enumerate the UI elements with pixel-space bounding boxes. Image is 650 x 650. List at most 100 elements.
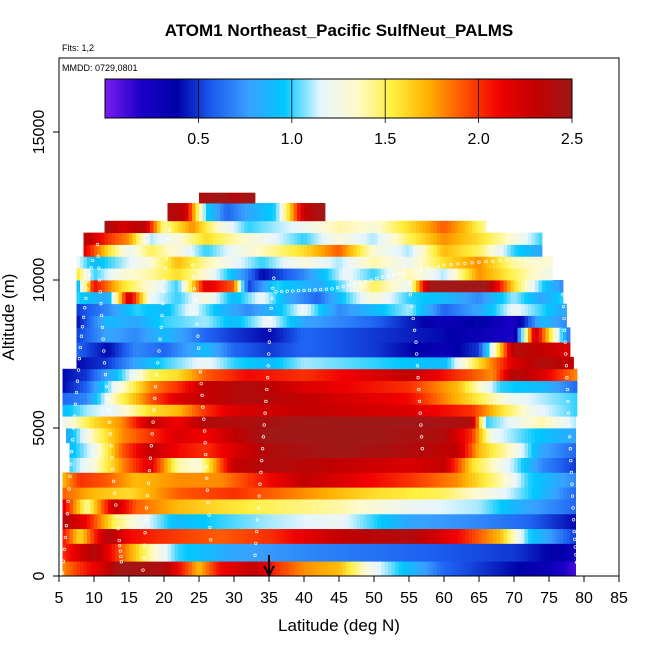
heatmap-cell <box>255 368 259 382</box>
heatmap-cell <box>213 368 217 382</box>
heatmap-cell <box>521 256 525 269</box>
heatmap-cell <box>416 428 420 444</box>
heatmap-cell <box>76 487 81 500</box>
heatmap-cell <box>559 404 564 417</box>
heatmap-cell <box>202 342 207 358</box>
heatmap-cell <box>458 404 462 417</box>
heatmap-cell <box>363 487 368 500</box>
heatmap-cell <box>80 428 84 444</box>
heatmap-cell <box>356 268 361 281</box>
heatmap-cell <box>325 268 329 281</box>
heatmap-cell <box>300 472 305 488</box>
heatmap-cell <box>244 291 249 305</box>
heatmap-cell <box>237 428 242 444</box>
heatmap-cell <box>573 392 578 405</box>
heatmap-cell <box>542 315 546 328</box>
heatmap-cell <box>272 203 277 222</box>
heatmap-cell <box>251 327 256 343</box>
heatmap-cell <box>353 442 357 458</box>
x-tick-label: 60 <box>435 590 453 607</box>
heatmap-cell <box>549 368 553 382</box>
track-point <box>255 518 260 522</box>
heatmap-cell <box>353 543 357 562</box>
heatmap-cell <box>304 220 308 234</box>
heatmap-cell <box>290 528 294 544</box>
track-point <box>97 266 101 270</box>
heatmap-cell <box>489 291 494 305</box>
heatmap-cell <box>367 457 371 473</box>
heatmap-cell <box>496 256 501 269</box>
heatmap-cell <box>251 315 256 328</box>
heatmap-cell <box>486 513 490 530</box>
heatmap-cell <box>444 232 448 245</box>
heatmap-cell <box>66 472 70 488</box>
heatmap-cell <box>153 268 158 281</box>
heatmap-cell <box>129 442 133 458</box>
heatmap-cell <box>468 499 473 515</box>
track-point <box>60 571 65 575</box>
heatmap-cell <box>388 457 392 473</box>
heatmap-cell <box>325 256 329 269</box>
heatmap-cell <box>258 472 263 488</box>
heatmap-cell <box>559 327 564 343</box>
heatmap-cell <box>346 528 350 544</box>
heatmap-cell <box>125 380 130 393</box>
heatmap-cell <box>202 457 207 473</box>
heatmap-cell <box>349 442 354 458</box>
heatmap-cell <box>307 303 312 316</box>
heatmap-cell <box>528 457 532 473</box>
heatmap-cell <box>528 232 532 245</box>
heatmap-cell <box>241 487 245 500</box>
heatmap-cell <box>286 303 291 316</box>
heatmap-cell <box>356 457 361 473</box>
heatmap-cell <box>87 457 91 473</box>
heatmap-cell <box>430 220 434 234</box>
heatmap-cell <box>185 342 189 358</box>
heatmap-cell <box>514 303 518 316</box>
heatmap-cell <box>398 528 403 544</box>
heatmap-cell <box>87 280 91 293</box>
heatmap-cell <box>482 428 487 444</box>
heatmap-cell <box>125 220 130 234</box>
heatmap-cell <box>118 342 123 358</box>
track-point <box>156 361 160 365</box>
track-point <box>165 247 170 251</box>
heatmap-cell <box>398 416 403 429</box>
track-point <box>159 325 163 330</box>
heatmap-cell <box>465 291 469 305</box>
heatmap-cell <box>314 244 319 257</box>
heatmap-cell <box>405 303 410 316</box>
heatmap-cell <box>349 528 354 544</box>
heatmap-cell <box>244 513 249 530</box>
heatmap-cell <box>507 392 511 405</box>
heatmap-cell <box>104 499 109 515</box>
heatmap-cell <box>206 416 210 429</box>
heatmap-cell <box>213 392 217 405</box>
heatmap-cell <box>545 404 550 417</box>
heatmap-cell <box>314 342 319 358</box>
heatmap-cell <box>514 280 518 293</box>
heatmap-cell <box>125 342 130 358</box>
heatmap-cell <box>528 561 532 577</box>
heatmap-cell <box>542 561 546 577</box>
track-point <box>86 280 91 284</box>
heatmap-cell <box>377 342 382 358</box>
heatmap-cell <box>87 256 91 269</box>
heatmap-cell <box>185 256 189 269</box>
heatmap-cell <box>216 342 221 358</box>
heatmap-cell <box>409 392 413 405</box>
heatmap-cell <box>262 303 266 316</box>
heatmap-cell <box>213 428 217 444</box>
heatmap-cell <box>566 380 571 393</box>
heatmap-cell <box>118 561 123 577</box>
heatmap-cell <box>258 303 263 316</box>
heatmap-cell <box>360 232 364 245</box>
heatmap-cell <box>174 244 179 257</box>
heatmap-cell <box>325 327 329 343</box>
heatmap-cell <box>318 513 322 530</box>
heatmap-cell <box>374 327 378 343</box>
heatmap-cell <box>514 428 518 444</box>
heatmap-cell <box>374 342 378 358</box>
track-point <box>100 325 105 330</box>
heatmap-cell <box>199 513 203 530</box>
